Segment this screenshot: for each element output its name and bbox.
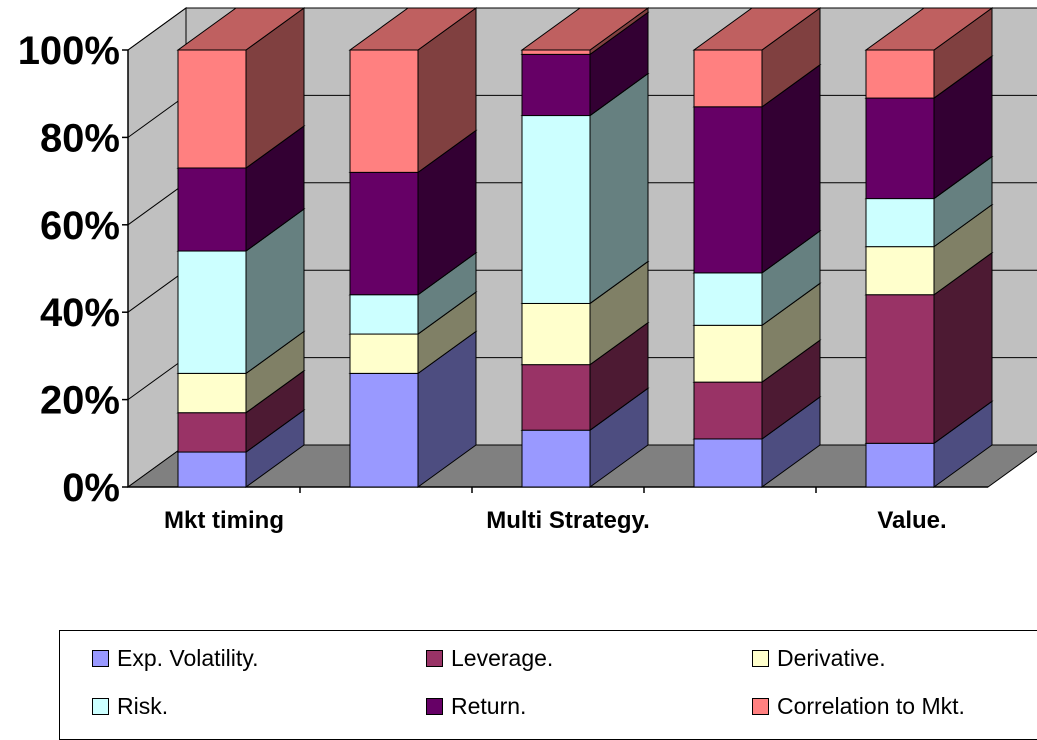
bar-front	[521, 115, 591, 304]
y-tick-label: 80%	[40, 116, 120, 160]
y-tick-label: 40%	[40, 291, 120, 335]
x-tick-label: Value.	[877, 507, 946, 534]
gridline-side	[127, 94, 187, 138]
bar-front	[865, 49, 935, 99]
legend-label: Derivative.	[777, 645, 886, 671]
bar-front	[349, 49, 419, 173]
bar-front	[177, 49, 247, 169]
bar-front	[177, 412, 247, 453]
legend-swatch	[92, 698, 109, 715]
legend-label: Risk.	[117, 693, 169, 719]
legend: Exp. Volatility. Leverage. Derivative. Risk…	[59, 630, 1037, 740]
y-tick-labels: 0% 20% 40% 60% 80% 100%	[18, 29, 120, 510]
bar-front	[349, 372, 419, 488]
legend-swatch	[426, 650, 443, 667]
bar-front	[693, 106, 763, 274]
bar-front	[865, 198, 935, 248]
y-tick-label: 0%	[62, 466, 120, 510]
stacked-bar-chart-3d: 0% 20% 40% 60% 80% 100% Mkt timing Multi Strat…	[18, 7, 1037, 534]
bar-front	[349, 171, 419, 296]
legend-item: Exp. Volatility.	[92, 645, 258, 672]
legend-swatch	[752, 650, 769, 667]
bar-front	[349, 294, 419, 335]
legend-label: Return.	[451, 693, 527, 719]
gridline-side	[127, 182, 187, 226]
x-tick-label: Mkt timing	[164, 507, 284, 534]
bar-segment	[692, 63, 822, 274]
bar-segment	[176, 7, 306, 169]
legend-item: Derivative.	[752, 645, 886, 672]
bar-front	[865, 246, 935, 296]
bar-front	[693, 438, 763, 488]
bar-front	[177, 451, 247, 488]
legend-item: Return.	[426, 693, 526, 720]
legend-label: Exp. Volatility.	[117, 645, 259, 671]
bar-front	[693, 381, 763, 440]
bar-front	[521, 429, 591, 488]
legend-swatch	[92, 650, 109, 667]
legend-item: Leverage.	[426, 645, 553, 672]
bar-front	[693, 272, 763, 326]
bar-segment	[692, 7, 822, 108]
bar-segment	[864, 7, 994, 100]
legend-swatch	[752, 698, 769, 715]
gridline-side	[127, 7, 187, 51]
side-wall	[127, 7, 187, 488]
legend-label: Correlation to Mkt.	[777, 693, 965, 719]
bar-front	[865, 442, 935, 488]
bar-front	[349, 333, 419, 374]
bar-front	[693, 324, 763, 383]
legend-item: Correlation to Mkt.	[752, 693, 965, 720]
bar-segment	[520, 7, 650, 56]
gridline-side	[127, 269, 187, 313]
bar-segment	[348, 7, 478, 174]
gridline-side	[127, 357, 187, 401]
legend-label: Leverage.	[451, 645, 554, 671]
bar-front	[693, 49, 763, 108]
bar-front	[865, 294, 935, 444]
bar-front	[865, 97, 935, 200]
x-tick-label: Multi Strategy.	[486, 507, 650, 534]
bars	[176, 7, 994, 488]
bar-front	[521, 49, 591, 55]
y-tick-label: 20%	[40, 379, 120, 423]
legend-item: Risk.	[92, 693, 168, 720]
bar-front	[521, 302, 591, 366]
bar-front	[177, 372, 247, 414]
y-tick-label: 100%	[18, 29, 120, 73]
x-tick-labels: Mkt timing Multi Strategy. Value.	[164, 507, 947, 534]
bar-front	[177, 250, 247, 374]
bar-front	[521, 53, 591, 117]
legend-swatch	[426, 698, 443, 715]
y-tick-label: 60%	[40, 204, 120, 248]
bar-front	[521, 364, 591, 431]
bar-front	[177, 167, 247, 252]
